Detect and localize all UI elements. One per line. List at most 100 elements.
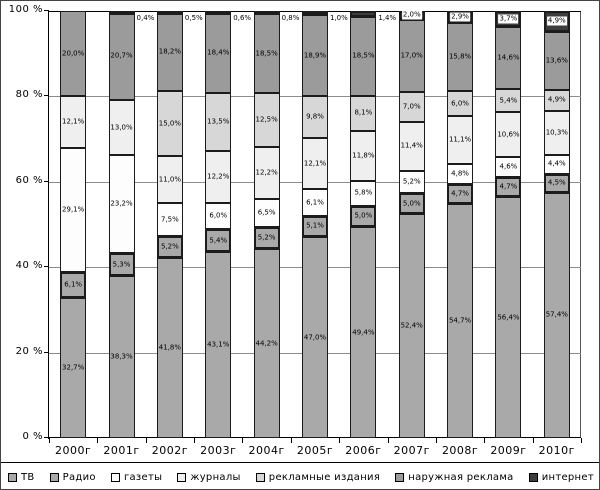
legend-item-рекламные издания: рекламные издания xyxy=(255,472,380,483)
y-axis-tick-label: 40 % xyxy=(15,260,43,272)
bar-segment-наружная реклама: 13,6% xyxy=(543,31,570,90)
plot-right-border xyxy=(580,11,581,438)
y-axis-tick-label: 60 % xyxy=(15,174,43,186)
data-label-газеты: 7,5% xyxy=(161,215,179,224)
bar-segment-рекламные издания: 12,5% xyxy=(253,93,280,147)
bar-segment-Радио: 5,4% xyxy=(205,229,232,253)
legend-label: наружная реклама xyxy=(408,471,514,483)
data-label-интернет: 4,9% xyxy=(546,16,567,26)
bar-segment-ТВ: 32,7% xyxy=(60,298,87,438)
data-label-журналы: 10,6% xyxy=(497,130,520,139)
bar-segment-рекламные издания: 15,0% xyxy=(156,91,183,157)
data-label-журналы: 10,3% xyxy=(545,128,568,137)
data-label-журналы: 12,1% xyxy=(62,117,85,126)
legend-marker-Радио xyxy=(49,472,59,482)
bar-segment-журналы: 12,2% xyxy=(253,146,280,200)
x-axis-category-label: 2000г xyxy=(55,444,92,457)
x-axis-tick xyxy=(339,438,341,443)
data-label-наружная реклама: 17,0% xyxy=(400,51,423,60)
legend-marker-рекламные издания xyxy=(255,472,265,482)
data-label-журналы: 12,2% xyxy=(255,168,278,177)
bar-segment-наружная реклама: 20,0% xyxy=(60,11,87,97)
data-label-Радио: 5,2% xyxy=(257,233,276,242)
x-axis-tick xyxy=(145,438,147,443)
bar-segment-Радио: 5,2% xyxy=(253,226,280,250)
bar-segment-интернет xyxy=(108,11,135,15)
bar-segment-интернет xyxy=(205,11,232,15)
data-label-газеты: 4,8% xyxy=(451,169,469,178)
legend-marker-наружная реклама xyxy=(395,472,405,482)
x-axis-category-label: 2006г xyxy=(345,444,382,457)
bar-segment-журналы: 10,6% xyxy=(495,112,522,158)
legend-marker-ТВ xyxy=(8,472,17,482)
legend: ТВ Радио газеты журналы рекламные издания нар… xyxy=(1,465,599,489)
legend-marker-интернет xyxy=(528,472,538,482)
bar-segment-ТВ: 41,8% xyxy=(156,258,183,438)
bar-segment-интернет xyxy=(156,11,183,15)
bar-segment-наружная реклама: 14,6% xyxy=(495,26,522,90)
x-axis-tick xyxy=(532,438,534,443)
bar-segment-газеты: 7,5% xyxy=(156,203,183,236)
data-label-ТВ: 43,1% xyxy=(207,340,230,349)
data-label-ТВ: 57,4% xyxy=(545,310,568,319)
bar-segment-ТВ: 49,4% xyxy=(350,227,377,438)
y-axis-tick xyxy=(44,95,49,97)
bar-segment-журналы: 12,2% xyxy=(205,150,232,204)
bar-segment-наружная реклама: 18,9% xyxy=(302,15,328,96)
legend-item-наружная реклама: наружная реклама xyxy=(395,472,513,483)
bar-segment-газеты: 4,4% xyxy=(543,154,570,174)
data-label-Радио: 5,0% xyxy=(402,199,421,208)
data-label-Радио: 4,5% xyxy=(547,178,566,187)
bar-segment-наружная реклама: 18,5% xyxy=(253,14,280,94)
legend-item-газеты: газеты xyxy=(110,472,162,483)
legend-marker-газеты xyxy=(110,472,120,482)
x-axis-category-label: 2010г xyxy=(538,444,575,457)
bar-segment-наружная реклама: 18,4% xyxy=(205,13,232,93)
data-label-наружная реклама: 20,0% xyxy=(62,49,85,58)
legend-separator xyxy=(1,462,599,463)
bar-segment-рекламные издания: 4,9% xyxy=(543,89,570,111)
bar-segment-ТВ: 52,4% xyxy=(398,214,425,438)
bar-segment-интернет: 3,7% xyxy=(495,11,522,27)
bar-segment-наружная реклама: 15,8% xyxy=(447,23,474,91)
data-label-ТВ: 56,4% xyxy=(497,313,520,322)
data-label-рекламные издания: 12,5% xyxy=(255,115,278,124)
data-label-рекламные издания: 5,4% xyxy=(499,96,518,105)
bar-segment-газеты: 6,1% xyxy=(302,189,328,216)
y-axis-tick-label: 100 % xyxy=(8,4,43,15)
data-label-газеты: 6,1% xyxy=(306,198,324,206)
data-label-наружная реклама: 18,5% xyxy=(255,49,278,58)
data-label-Радио: 5,2% xyxy=(161,242,179,251)
bar-segment-интернет: 2,0% xyxy=(398,10,425,20)
data-label-газеты: 5,8% xyxy=(354,188,373,197)
data-label-рекламные издания: 9,8% xyxy=(306,112,324,121)
bar-segment-рекламные издания: 5,4% xyxy=(495,89,522,113)
data-label-наружная реклама: 14,6% xyxy=(497,53,520,62)
data-label-наружная реклама: 20,7% xyxy=(110,51,133,60)
data-label-наружная реклама: 18,2% xyxy=(158,47,182,56)
y-axis-line xyxy=(48,11,49,439)
data-label-журналы: 11,0% xyxy=(158,175,182,184)
data-label-журналы: 12,2% xyxy=(207,172,230,181)
x-axis-tick xyxy=(484,438,486,443)
data-label-рекламные издания: 8,1% xyxy=(354,108,373,117)
data-label-рекламные издания: 15,0% xyxy=(158,119,182,128)
bar-segment-рекламные издания: 7,0% xyxy=(398,92,425,122)
x-axis-tick xyxy=(290,438,292,443)
data-label-рекламные издания: 4,9% xyxy=(547,95,566,104)
legend-item-журналы: журналы xyxy=(177,472,240,483)
bar-segment-рекламные издания: 6,0% xyxy=(447,90,474,117)
data-label-рекламные издания: 7,0% xyxy=(402,102,421,111)
y-axis-tick xyxy=(44,10,49,11)
data-label-ТВ: 49,4% xyxy=(352,328,375,337)
y-axis-tick xyxy=(44,351,49,353)
x-axis-category-label: 2004г xyxy=(248,444,285,457)
bar-segment-Радио: 5,2% xyxy=(156,235,183,259)
data-label-наружная реклама: 18,4% xyxy=(207,48,230,57)
bar-segment-ТВ: 56,4% xyxy=(495,197,522,438)
bar-segment-рекламные издания: 8,1% xyxy=(350,95,377,131)
y-axis-tick-label: 0 % xyxy=(22,431,43,442)
bar-segment-газеты: 6,0% xyxy=(205,203,232,230)
bar-segment-интернет: 4,9% xyxy=(543,11,570,32)
x-axis-tick xyxy=(435,438,437,443)
